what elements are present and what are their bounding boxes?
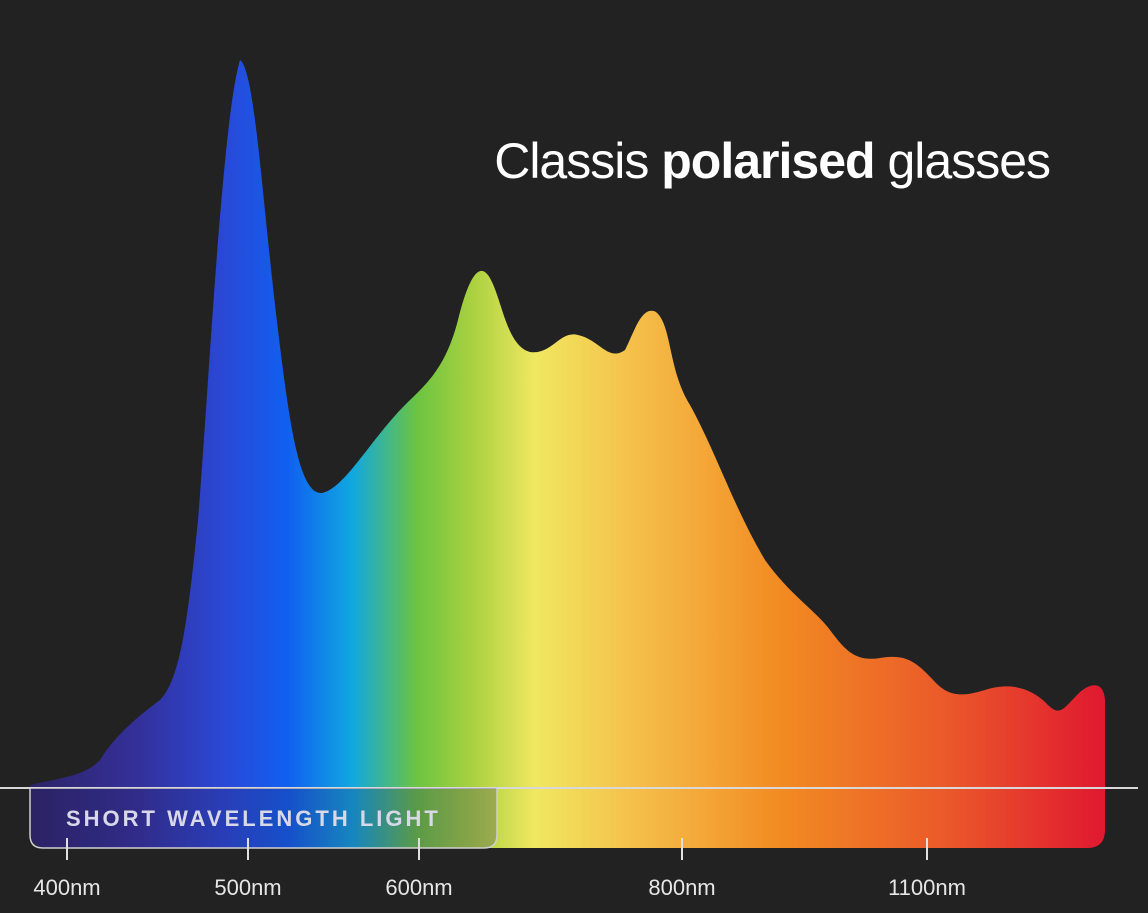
- tick-label: 800nm: [648, 875, 715, 900]
- tick-label: 1100nm: [888, 875, 966, 900]
- x-axis: 400nm 500nm 600nm 800nm 1100nm: [33, 838, 966, 900]
- title: Classis polarised glasses: [494, 133, 1050, 189]
- title-part: Classis: [494, 133, 648, 189]
- band-label: SHORT WAVELENGTH LIGHT: [66, 806, 441, 831]
- title-part: glasses: [887, 133, 1050, 189]
- band-box: [29, 788, 498, 849]
- spectrum-area: [30, 60, 1105, 848]
- tick-label: 400nm: [33, 875, 100, 900]
- title-bold: polarised: [661, 133, 874, 189]
- tick-label: 500nm: [214, 875, 281, 900]
- tick-label: 600nm: [385, 875, 452, 900]
